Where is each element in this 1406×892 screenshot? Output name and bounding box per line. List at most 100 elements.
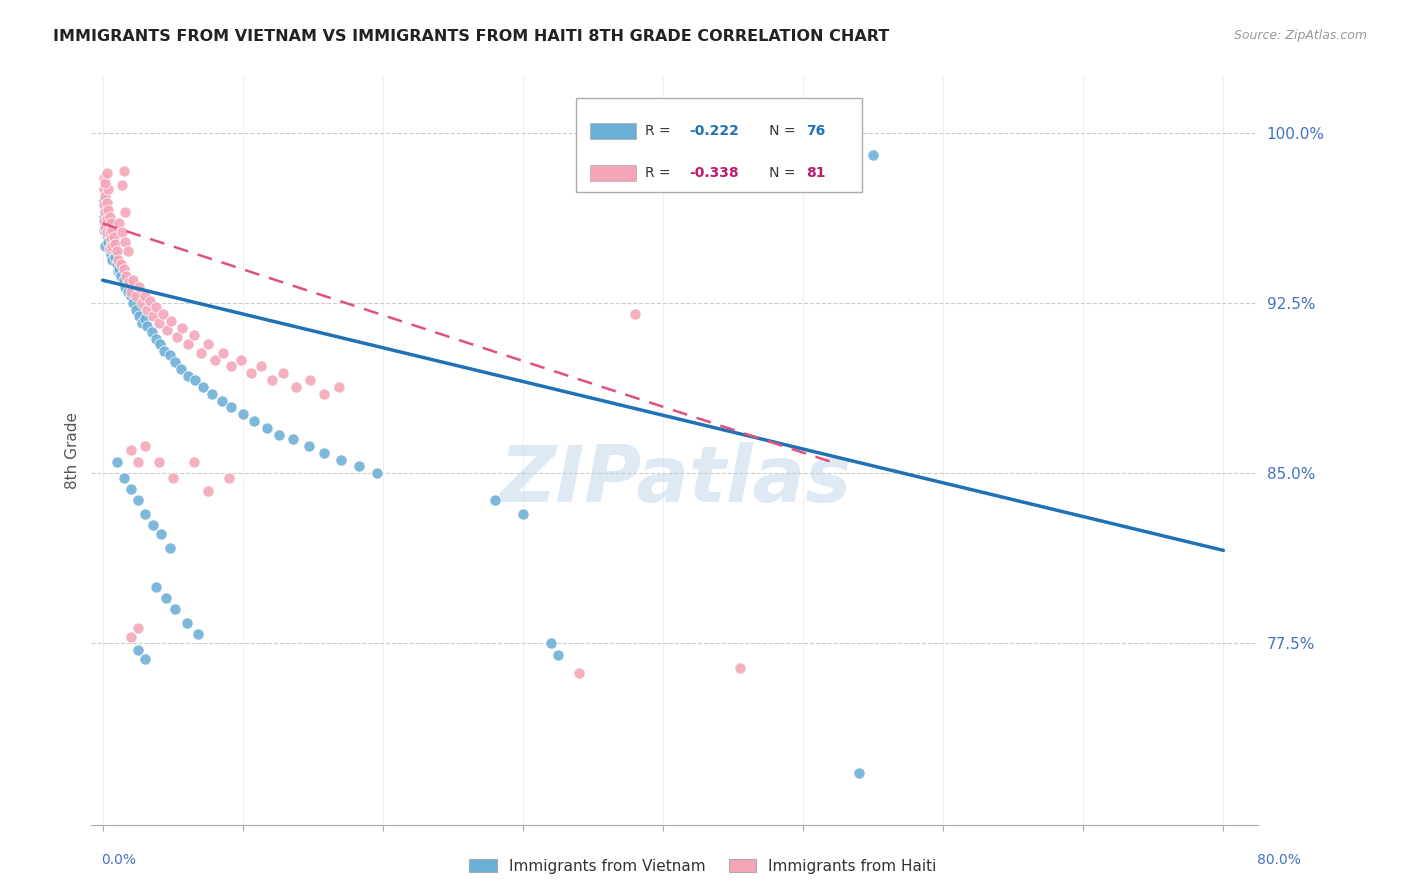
Point [98, 244, 121, 258]
Text: 80.0%: 80.0% [1257, 853, 1301, 867]
Point [134, 439, 156, 453]
Point [98, 223, 121, 237]
Point [117, 244, 139, 258]
Point [122, 296, 145, 310]
Point [96, 196, 118, 211]
Point [269, 427, 291, 442]
Point [232, 407, 254, 421]
Text: N =: N = [756, 124, 800, 138]
Point [93, 214, 115, 228]
Point [568, 665, 591, 680]
Point [98, 241, 121, 255]
Point [131, 296, 153, 310]
Point [120, 285, 142, 299]
Point [112, 273, 135, 287]
Point [165, 602, 187, 616]
Point [262, 373, 284, 387]
Point [240, 366, 263, 380]
Point [125, 302, 148, 317]
Text: 0.0%: 0.0% [101, 853, 136, 867]
Point [111, 178, 134, 192]
Text: ZIPatlas: ZIPatlas [499, 442, 851, 518]
Point [98, 226, 121, 240]
Point [221, 359, 243, 374]
Point [728, 661, 751, 675]
Point [131, 316, 153, 330]
Point [94, 239, 117, 253]
Point [93, 182, 115, 196]
Point [112, 261, 135, 276]
Point [134, 652, 156, 666]
Point [107, 264, 129, 278]
Text: IMMIGRANTS FROM VIETNAM VS IMMIGRANTS FROM HAITI 8TH GRADE CORRELATION CHART: IMMIGRANTS FROM VIETNAM VS IMMIGRANTS FR… [53, 29, 890, 44]
Point [281, 432, 304, 446]
Point [197, 484, 219, 499]
Point [165, 355, 187, 369]
Point [136, 302, 159, 317]
Point [94, 189, 117, 203]
Point [105, 257, 128, 271]
Point [624, 307, 647, 321]
Point [115, 268, 138, 283]
Point [105, 455, 128, 469]
Point [128, 310, 150, 324]
Point [193, 380, 215, 394]
Point [142, 518, 165, 533]
Point [120, 630, 142, 644]
Point [96, 166, 118, 180]
FancyBboxPatch shape [589, 165, 636, 181]
Point [145, 580, 167, 594]
Text: N =: N = [756, 166, 800, 180]
Point [152, 307, 174, 321]
Text: 76: 76 [806, 124, 825, 138]
FancyBboxPatch shape [575, 98, 862, 192]
Point [110, 268, 132, 283]
Point [149, 336, 172, 351]
Point [97, 202, 120, 217]
Point [96, 211, 118, 226]
Point [118, 276, 141, 290]
Point [110, 257, 132, 271]
Point [101, 252, 124, 267]
Point [250, 359, 273, 374]
Point [108, 261, 131, 276]
Point [256, 421, 278, 435]
Point [201, 386, 224, 401]
Point [94, 202, 117, 217]
Legend: Immigrants from Vietnam, Immigrants from Haiti: Immigrants from Vietnam, Immigrants from… [463, 853, 943, 880]
Point [107, 252, 129, 267]
FancyBboxPatch shape [589, 123, 636, 139]
Point [120, 443, 142, 458]
Point [108, 216, 131, 230]
Point [166, 330, 188, 344]
Text: R =: R = [645, 166, 675, 180]
Point [512, 507, 534, 521]
Point [94, 176, 117, 190]
Point [141, 326, 163, 340]
Point [120, 482, 142, 496]
Point [347, 459, 370, 474]
Point [159, 541, 181, 555]
Point [176, 615, 198, 630]
Point [134, 311, 156, 326]
Point [155, 591, 177, 605]
Text: Source: ZipAtlas.com: Source: ZipAtlas.com [1233, 29, 1367, 42]
Point [122, 273, 145, 287]
Point [101, 223, 124, 237]
Point [218, 471, 240, 485]
Point [148, 455, 170, 469]
Point [103, 230, 125, 244]
Point [231, 352, 253, 367]
Point [125, 289, 148, 303]
Text: -0.222: -0.222 [689, 124, 740, 138]
Point [862, 148, 884, 162]
Point [162, 471, 184, 485]
Point [100, 230, 122, 244]
Point [156, 323, 179, 337]
Point [142, 310, 165, 324]
Y-axis label: 8th Grade: 8th Grade [65, 412, 80, 489]
Text: -0.338: -0.338 [689, 166, 740, 180]
Point [94, 205, 117, 219]
Point [120, 289, 142, 303]
Point [172, 321, 194, 335]
